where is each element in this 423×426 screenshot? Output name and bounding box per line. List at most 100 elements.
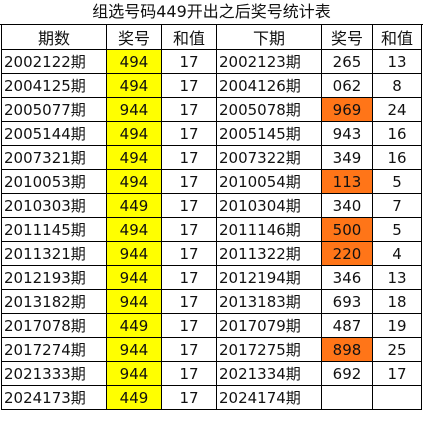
next-number-cell: 898 <box>321 337 373 362</box>
next-issue-cell: 2011322期 <box>216 241 322 266</box>
next-number-cell <box>321 385 373 410</box>
table-row: 2007321期 494 17 2007322期 349 16 <box>1 145 422 170</box>
issue-cell: 2007321期 <box>1 145 107 170</box>
next-number-cell: 692 <box>321 361 373 386</box>
sum-cell: 17 <box>161 337 217 362</box>
next-number-cell: 265 <box>321 49 373 74</box>
winning-number-cell: 449 <box>106 193 162 218</box>
draw-statistics-table: 期数 奖号 和值 下期 奖号 和值 2002122期 494 17 2002123期 2… <box>1 24 422 410</box>
sum-cell: 17 <box>161 361 217 386</box>
sum-cell: 17 <box>161 313 217 338</box>
next-sum-cell: 18 <box>372 289 422 314</box>
sum-cell: 17 <box>161 193 217 218</box>
issue-cell: 2010053期 <box>1 169 107 194</box>
next-issue-cell: 2021334期 <box>216 361 322 386</box>
winning-number-cell: 944 <box>106 265 162 290</box>
next-number-cell: 113 <box>321 169 373 194</box>
sum-cell: 17 <box>161 217 217 242</box>
table-row: 2024173期 449 17 2024174期 <box>1 385 422 410</box>
next-sum-cell <box>372 385 422 410</box>
sum-cell: 17 <box>161 265 217 290</box>
next-sum-cell: 5 <box>372 217 422 242</box>
sum-cell: 17 <box>161 241 217 266</box>
next-number-cell: 693 <box>321 289 373 314</box>
sum-cell: 17 <box>161 73 217 98</box>
table-row: 2011321期 944 17 2011322期 220 4 <box>1 241 422 266</box>
winning-number-cell: 944 <box>106 241 162 266</box>
winning-number-cell: 494 <box>106 49 162 74</box>
winning-number-cell: 494 <box>106 73 162 98</box>
header-next-sum: 和值 <box>372 24 422 50</box>
next-number-cell: 346 <box>321 265 373 290</box>
table-row: 2004125期 494 17 2004126期 062 8 <box>1 73 422 98</box>
table-row: 2010303期 449 17 2010304期 340 7 <box>1 193 422 218</box>
table-row: 2017274期 944 17 2017275期 898 25 <box>1 337 422 362</box>
table-body: 2002122期 494 17 2002123期 265 13 2004125期 494 17 2… <box>1 49 422 410</box>
table-row: 2005144期 494 17 2005145期 943 16 <box>1 121 422 146</box>
winning-number-cell: 494 <box>106 169 162 194</box>
issue-cell: 2011145期 <box>1 217 107 242</box>
next-issue-cell: 2013183期 <box>216 289 322 314</box>
header-next-issue: 下期 <box>216 24 322 50</box>
next-issue-cell: 2024174期 <box>216 385 322 410</box>
next-issue-cell: 2017275期 <box>216 337 322 362</box>
winning-number-cell: 944 <box>106 289 162 314</box>
issue-cell: 2005077期 <box>1 97 107 122</box>
sum-cell: 17 <box>161 169 217 194</box>
next-sum-cell: 7 <box>372 193 422 218</box>
issue-cell: 2013182期 <box>1 289 107 314</box>
next-number-cell: 220 <box>321 241 373 266</box>
next-issue-cell: 2010304期 <box>216 193 322 218</box>
next-sum-cell: 17 <box>372 361 422 386</box>
issue-cell: 2011321期 <box>1 241 107 266</box>
header-issue: 期数 <box>1 24 107 50</box>
next-sum-cell: 5 <box>372 169 422 194</box>
next-sum-cell: 16 <box>372 121 422 146</box>
table-row: 2011145期 494 17 2011146期 500 5 <box>1 217 422 242</box>
next-issue-cell: 2017079期 <box>216 313 322 338</box>
table-row: 2005077期 944 17 2005078期 969 24 <box>1 97 422 122</box>
header-next-number: 奖号 <box>321 24 373 50</box>
table-row: 2017078期 449 17 2017079期 487 19 <box>1 313 422 338</box>
table-title: 组选号码449开出之后奖号统计表 <box>0 0 423 25</box>
issue-cell: 2005144期 <box>1 121 107 146</box>
next-issue-cell: 2007322期 <box>216 145 322 170</box>
next-number-cell: 969 <box>321 97 373 122</box>
next-sum-cell: 25 <box>372 337 422 362</box>
winning-number-cell: 449 <box>106 313 162 338</box>
next-number-cell: 500 <box>321 217 373 242</box>
issue-cell: 2017078期 <box>1 313 107 338</box>
winning-number-cell: 944 <box>106 97 162 122</box>
header-row: 期数 奖号 和值 下期 奖号 和值 <box>1 24 422 50</box>
issue-cell: 2010303期 <box>1 193 107 218</box>
winning-number-cell: 944 <box>106 337 162 362</box>
next-issue-cell: 2010054期 <box>216 169 322 194</box>
next-sum-cell: 13 <box>372 265 422 290</box>
winning-number-cell: 494 <box>106 145 162 170</box>
next-number-cell: 487 <box>321 313 373 338</box>
table-row: 2021333期 944 17 2021334期 692 17 <box>1 361 422 386</box>
next-sum-cell: 16 <box>372 145 422 170</box>
next-issue-cell: 2004126期 <box>216 73 322 98</box>
next-issue-cell: 2002123期 <box>216 49 322 74</box>
sum-cell: 17 <box>161 97 217 122</box>
issue-cell: 2002122期 <box>1 49 107 74</box>
issue-cell: 2004125期 <box>1 73 107 98</box>
issue-cell: 2021333期 <box>1 361 107 386</box>
next-issue-cell: 2005078期 <box>216 97 322 122</box>
next-number-cell: 349 <box>321 145 373 170</box>
next-sum-cell: 8 <box>372 73 422 98</box>
sum-cell: 17 <box>161 121 217 146</box>
table-row: 2002122期 494 17 2002123期 265 13 <box>1 49 422 74</box>
sum-cell: 17 <box>161 145 217 170</box>
issue-cell: 2024173期 <box>1 385 107 410</box>
winning-number-cell: 944 <box>106 361 162 386</box>
header-number: 奖号 <box>106 24 162 50</box>
next-issue-cell: 2012194期 <box>216 265 322 290</box>
table-row: 2013182期 944 17 2013183期 693 18 <box>1 289 422 314</box>
next-number-cell: 062 <box>321 73 373 98</box>
table-row: 2010053期 494 17 2010054期 113 5 <box>1 169 422 194</box>
sum-cell: 17 <box>161 385 217 410</box>
next-sum-cell: 4 <box>372 241 422 266</box>
